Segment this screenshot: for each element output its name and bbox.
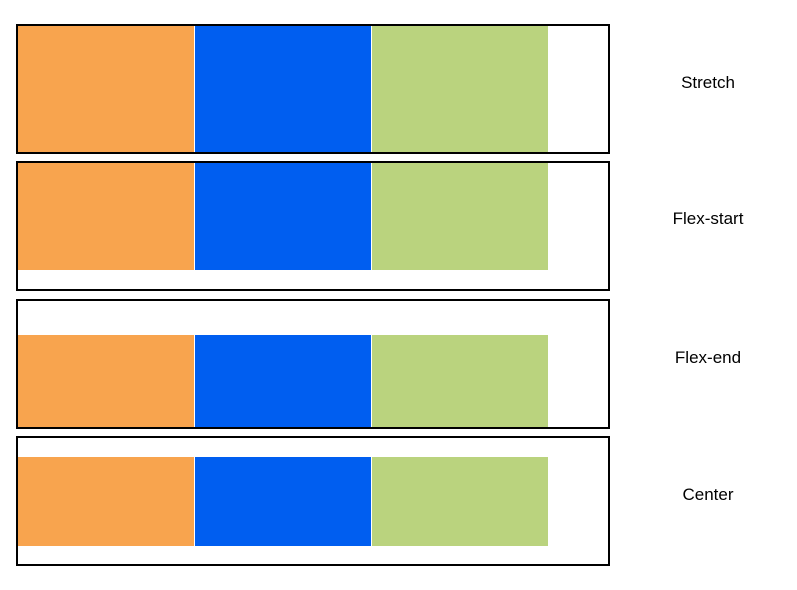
flex-item-green: [371, 335, 548, 427]
flex-item-green: [371, 456, 548, 546]
flex-item-blue: [194, 26, 371, 152]
flex-item-orange: [18, 456, 194, 546]
row-label-flex-end: Flex-end: [674, 348, 742, 367]
flex-container-flex-start: [16, 161, 610, 291]
flex-item-orange: [18, 163, 194, 270]
flex-item-green: [371, 163, 548, 270]
row-label-center: Center: [682, 485, 734, 504]
row-label-flex-start: Flex-start: [672, 209, 744, 228]
row-label-stretch: Stretch: [681, 73, 735, 92]
flex-item-blue: [194, 456, 371, 546]
flex-container-center: [16, 436, 610, 566]
flex-item-blue: [194, 163, 371, 270]
flex-container-stretch: [16, 24, 610, 154]
flex-item-blue: [194, 335, 371, 427]
flex-item-green: [371, 26, 548, 152]
flex-item-orange: [18, 335, 194, 427]
flex-container-flex-end: [16, 299, 610, 429]
flex-item-orange: [18, 26, 194, 152]
